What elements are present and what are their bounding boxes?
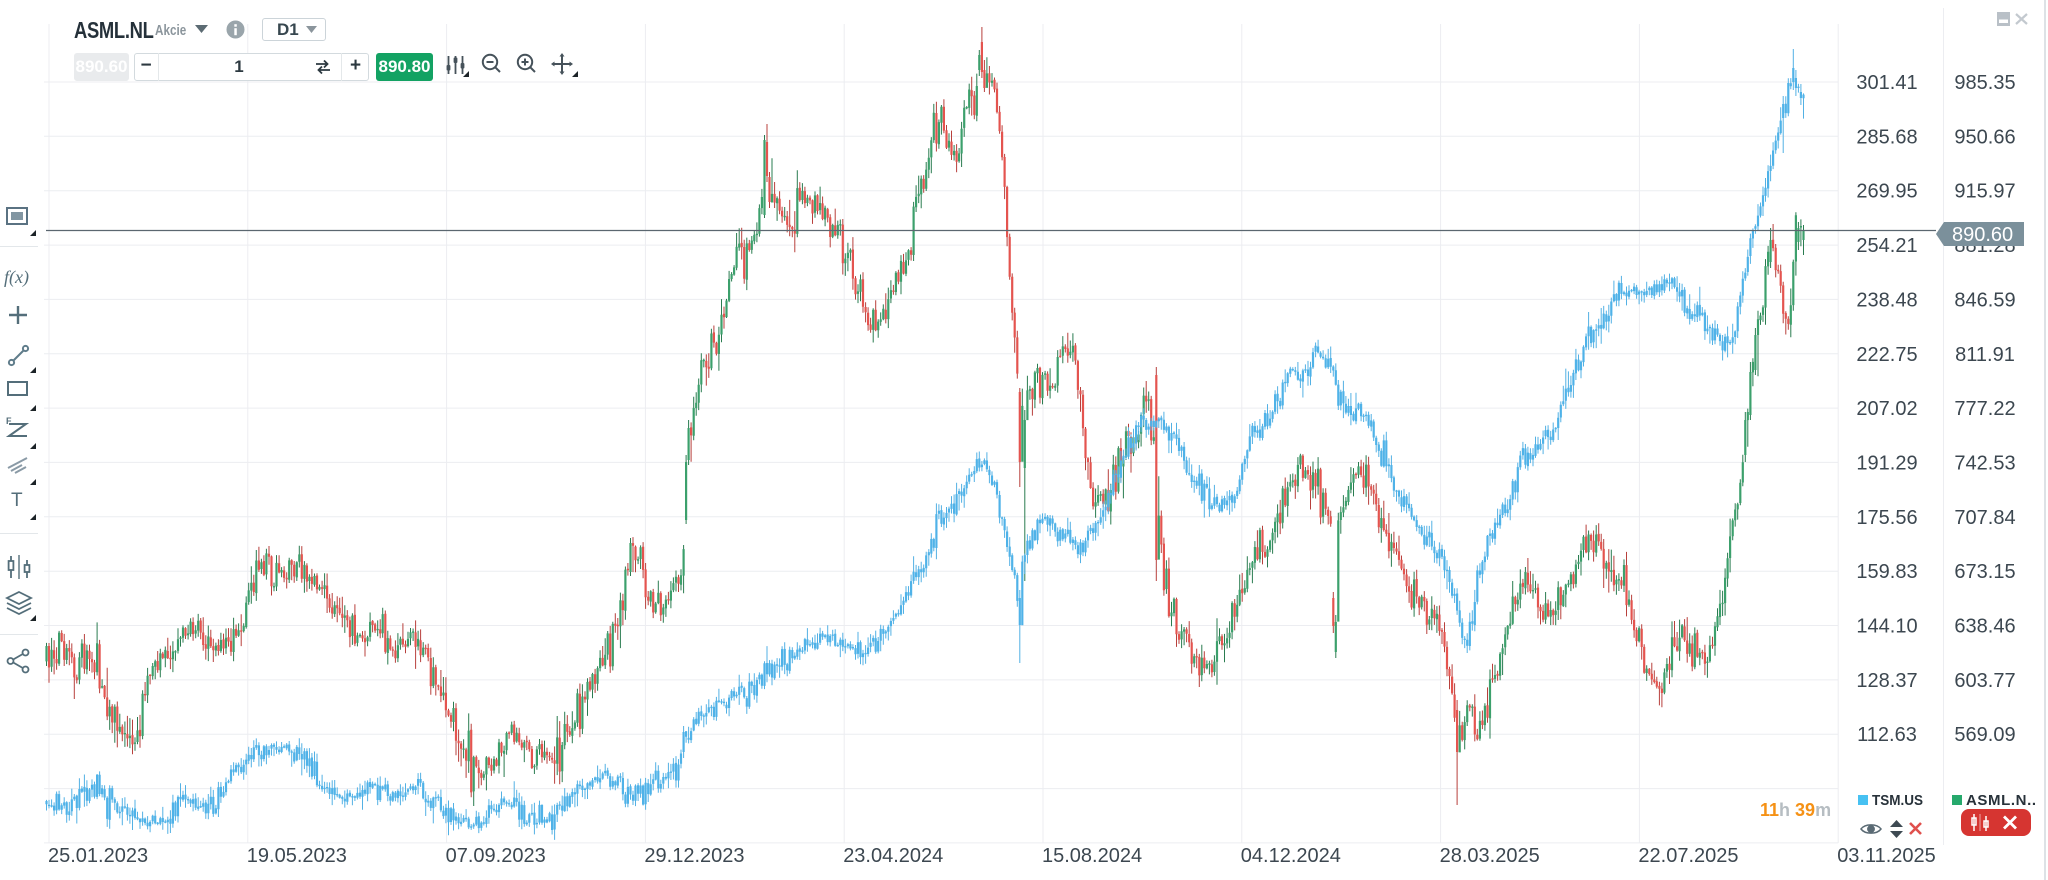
- svg-text:22.07.2025: 22.07.2025: [1638, 845, 1738, 867]
- svg-text:707.84: 707.84: [1954, 507, 2015, 529]
- svg-text:191.29: 191.29: [1856, 452, 1917, 474]
- svg-text:673.15: 673.15: [1954, 561, 2015, 583]
- svg-text:25.01.2023: 25.01.2023: [48, 845, 148, 867]
- svg-text:128.37: 128.37: [1856, 670, 1917, 692]
- svg-text:238.48: 238.48: [1856, 289, 1917, 311]
- svg-text:890.60: 890.60: [1952, 224, 2013, 246]
- svg-text:301.41: 301.41: [1856, 72, 1917, 94]
- svg-text:207.02: 207.02: [1856, 398, 1917, 420]
- svg-text:285.68: 285.68: [1856, 126, 1917, 148]
- svg-text:777.22: 777.22: [1954, 398, 2015, 420]
- svg-text:159.83: 159.83: [1856, 561, 1917, 583]
- svg-text:23.04.2024: 23.04.2024: [843, 845, 943, 867]
- svg-text:112.63: 112.63: [1857, 724, 1917, 746]
- svg-text:15.08.2024: 15.08.2024: [1042, 845, 1142, 867]
- svg-text:F: F: [6, 416, 12, 426]
- svg-text:222.75: 222.75: [1856, 344, 1917, 366]
- svg-text:254.21: 254.21: [1856, 235, 1917, 257]
- svg-text:07.09.2023: 07.09.2023: [446, 845, 546, 867]
- svg-text:846.59: 846.59: [1954, 289, 2015, 311]
- svg-text:175.56: 175.56: [1856, 507, 1917, 529]
- svg-text:144.10: 144.10: [1856, 616, 1917, 638]
- svg-text:950.66: 950.66: [1954, 126, 2015, 148]
- svg-text:03.11.2025: 03.11.2025: [1837, 845, 1936, 867]
- svg-text:28.03.2025: 28.03.2025: [1440, 845, 1540, 867]
- svg-text:269.95: 269.95: [1856, 181, 1917, 203]
- svg-text:04.12.2024: 04.12.2024: [1241, 845, 1341, 867]
- svg-text:638.46: 638.46: [1954, 616, 2015, 638]
- svg-text:915.97: 915.97: [1954, 181, 2015, 203]
- svg-text:742.53: 742.53: [1954, 452, 2015, 474]
- svg-text:811.91: 811.91: [1955, 344, 2015, 366]
- svg-text:19.05.2023: 19.05.2023: [247, 845, 347, 867]
- svg-text:985.35: 985.35: [1954, 72, 2015, 94]
- svg-text:569.09: 569.09: [1954, 724, 2015, 746]
- svg-text:603.77: 603.77: [1954, 670, 2015, 692]
- svg-text:29.12.2023: 29.12.2023: [644, 845, 744, 867]
